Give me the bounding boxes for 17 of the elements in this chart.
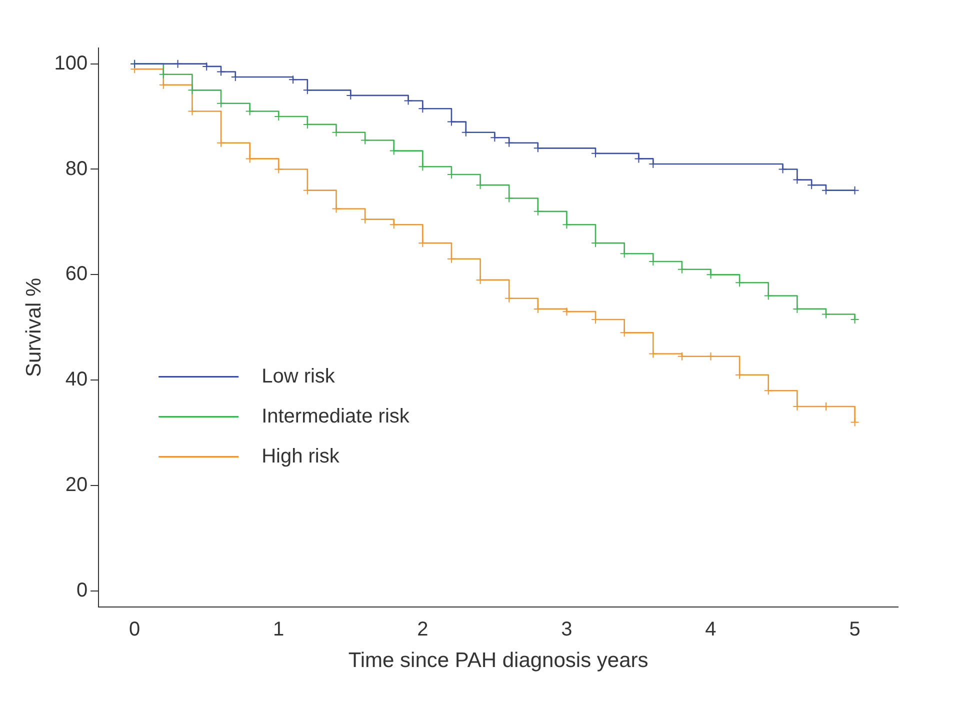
y-tick-label: 20 (65, 474, 88, 496)
legend-label: Low risk (262, 365, 336, 388)
y-tick-label: 100 (54, 52, 88, 74)
x-tick-label: 2 (417, 618, 428, 640)
y-tick-label: 40 (65, 368, 88, 391)
y-tick-label: 60 (65, 263, 88, 286)
x-tick-label: 0 (129, 618, 140, 640)
x-tick-label: 1 (273, 618, 284, 640)
y-axis-title: Survival % (22, 278, 46, 377)
x-tick-label: 3 (561, 618, 572, 640)
legend-label: Intermediate risk (262, 405, 410, 428)
legend-label: High risk (262, 445, 340, 468)
y-tick-label: 80 (65, 158, 88, 180)
x-tick-label: 4 (705, 618, 716, 640)
x-tick-label: 5 (849, 618, 860, 640)
x-axis-title: Time since PAH diagnosis years (348, 649, 648, 672)
y-tick-label: 0 (76, 580, 88, 602)
